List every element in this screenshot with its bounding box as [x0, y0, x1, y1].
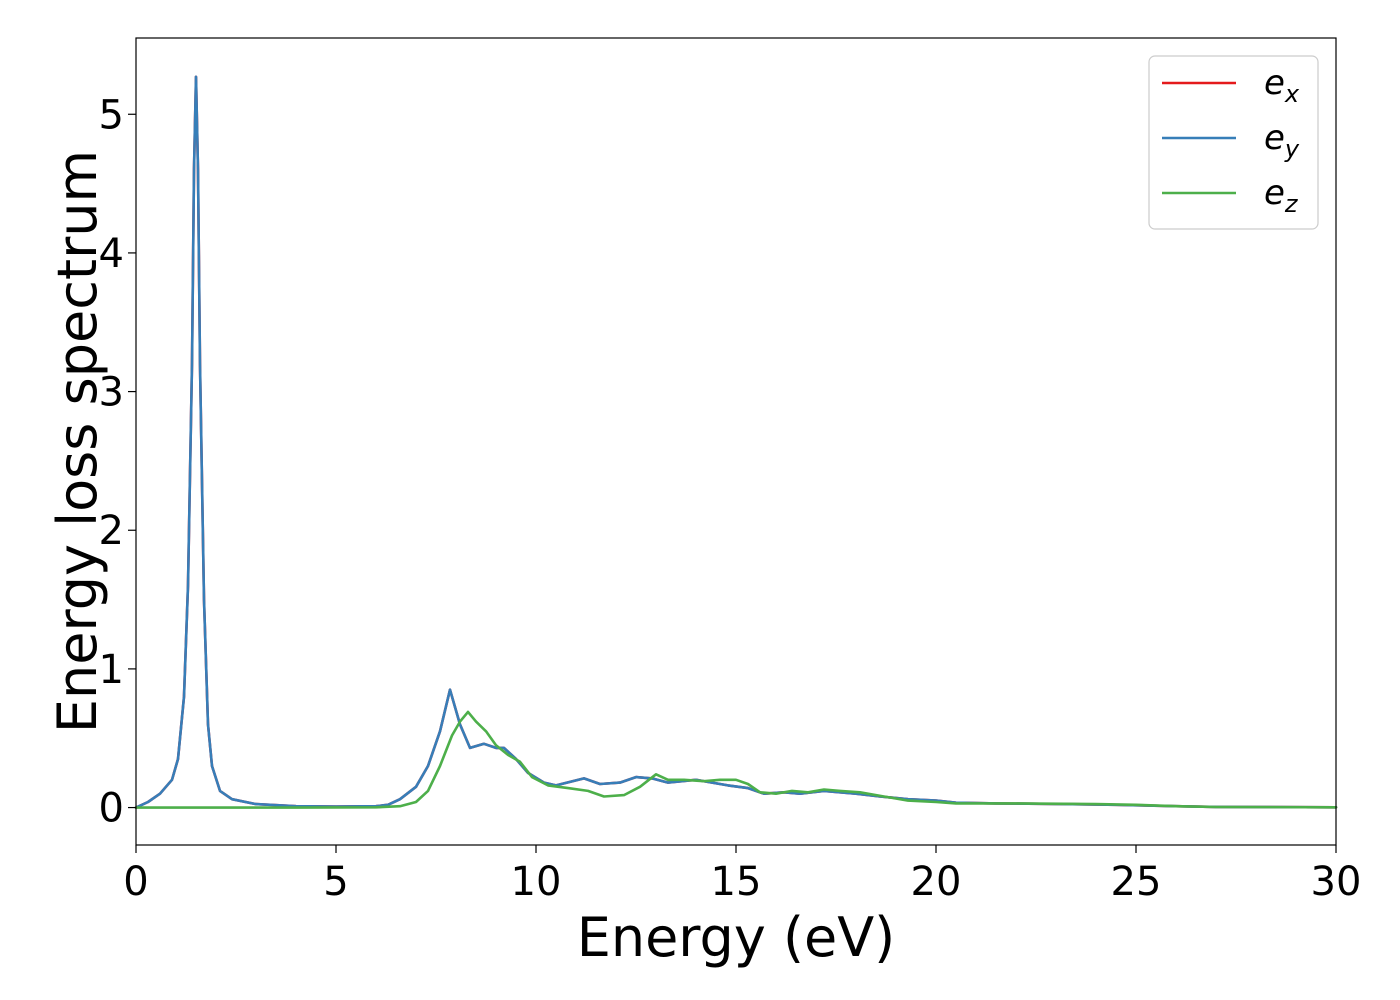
x-tick-label: 10 — [511, 859, 562, 905]
y-tick-label: 5 — [99, 92, 124, 138]
legend-label-y: ey — [1264, 118, 1300, 163]
series-line-z — [134, 710, 1338, 809]
x-tick-label: 0 — [123, 859, 148, 905]
x-tick-label: 15 — [711, 859, 762, 905]
y-tick-label: 0 — [99, 786, 124, 832]
x-tick-label: 25 — [1111, 859, 1162, 905]
legend-label-z: ez — [1264, 173, 1299, 218]
x-axis-ticks: 0 5 10 15 20 25 30 — [123, 845, 1361, 905]
x-tick-label: 20 — [911, 859, 962, 905]
y-tick-label: 4 — [99, 231, 124, 277]
y-tick-label: 2 — [99, 508, 124, 554]
legend-box — [1148, 55, 1319, 230]
y-tick-label: 3 — [99, 370, 124, 416]
x-axis-label: Energy (eV) — [577, 906, 896, 969]
legend-label-x: ex — [1264, 63, 1300, 108]
y-axis-ticks: 0 1 2 3 4 5 — [99, 92, 136, 832]
y-axis-label: Energy loss spectrum — [46, 150, 109, 733]
x-tick-label: 5 — [323, 859, 348, 905]
y-tick-label: 1 — [99, 647, 124, 693]
legend: ex ey ez — [1148, 55, 1319, 230]
x-tick-label: 30 — [1311, 859, 1362, 905]
series-layer — [134, 75, 1338, 809]
